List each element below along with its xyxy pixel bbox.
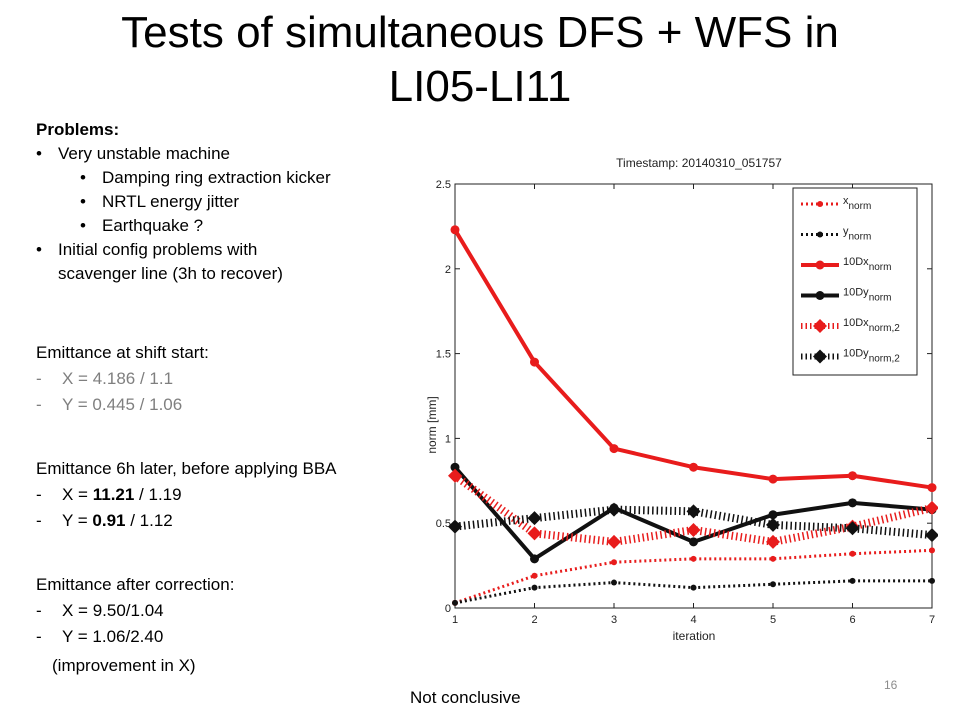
- data-point: [815, 260, 825, 270]
- data-point: [530, 357, 539, 367]
- data-point: [689, 462, 698, 472]
- y-tick-label: 1: [445, 433, 451, 445]
- problems-section: Problems: Very unstable machine Damping …: [36, 118, 416, 286]
- x-tick-label: 3: [611, 614, 617, 626]
- data-point: [686, 504, 701, 519]
- emittance-later-block: Emittance 6h later, before applying BBA …: [36, 456, 337, 534]
- data-point: [531, 584, 538, 591]
- legend-label: ynorm: [843, 226, 871, 243]
- data-point: [690, 584, 697, 591]
- x-tick-label: 1: [452, 614, 458, 626]
- emittance-after-note: (improvement in X): [52, 656, 196, 675]
- y-tick-label: 0.5: [436, 518, 451, 530]
- data-point: [813, 349, 827, 364]
- legend-box: [792, 187, 918, 376]
- problem-item: Very unstable machine: [36, 142, 416, 166]
- data-point: [813, 319, 827, 333]
- data-point: [925, 528, 938, 543]
- title-line-1: Tests of simultaneous DFS + WFS in: [121, 8, 839, 57]
- data-point: [690, 555, 697, 562]
- x-tick-label: 4: [690, 614, 696, 626]
- data-point: [768, 510, 778, 520]
- data-point: [611, 579, 617, 586]
- problem-item-line: Initial config problems with: [58, 240, 258, 259]
- data-point: [766, 534, 780, 549]
- x-tick-label: 5: [770, 614, 776, 626]
- data-point: [768, 474, 778, 484]
- conclusion-text: Not conclusive: [410, 688, 521, 707]
- emittance-after-y: -Y = 1.06/2.40: [36, 627, 164, 646]
- data-point: [925, 500, 938, 515]
- data-point: [607, 502, 621, 517]
- data-point: [848, 471, 857, 481]
- x-tick-label: 2: [531, 614, 537, 626]
- data-point: [849, 550, 856, 557]
- data-point: [770, 581, 776, 588]
- problem-item-line: scavenger line (3h to recover): [58, 264, 283, 283]
- data-point: [530, 554, 539, 564]
- emittance-after-x: -X = 9.50/1.04: [36, 601, 164, 620]
- data-point: [450, 462, 460, 472]
- data-point: [689, 537, 698, 547]
- emittance-start-y: -Y = 0.445 / 1.06: [36, 395, 183, 414]
- emittance-later-x: -X = 11.21 / 1.19: [36, 485, 182, 504]
- problem-subitem: Earthquake ?: [36, 214, 416, 238]
- data-point: [848, 498, 857, 508]
- emittance-later-y: -Y = 0.91 / 1.12: [36, 511, 173, 530]
- problem-item: Initial config problems with scavenger l…: [36, 238, 416, 286]
- norm-vs-iteration-chart: Timestamp: 20140310_051757 norm [mm] ite…: [425, 156, 938, 643]
- data-point: [929, 577, 935, 584]
- data-point: [448, 468, 462, 483]
- legend-label: 10Dynorm,2: [843, 348, 900, 365]
- data-point: [766, 517, 780, 532]
- legend-label: 10Dxnorm,2: [843, 317, 900, 334]
- problems-list: Very unstable machine Damping ring extra…: [36, 142, 416, 286]
- data-point: [448, 519, 462, 534]
- data-point: [817, 231, 823, 238]
- y-tick-label: 0: [445, 603, 451, 615]
- problem-subitem: Damping ring extraction kicker: [36, 166, 416, 190]
- problems-heading: Problems:: [36, 120, 120, 139]
- data-point: [929, 547, 935, 554]
- emittance-after-block: Emittance after correction: -X = 9.50/1.…: [36, 572, 234, 650]
- data-point: [815, 291, 825, 300]
- data-point: [686, 522, 701, 537]
- y-tick-label: 1.5: [436, 349, 451, 361]
- x-tick-label: 7: [929, 614, 935, 626]
- emittance-start-block: Emittance at shift start: -X = 4.186 / 1…: [36, 340, 209, 418]
- data-point: [450, 225, 460, 235]
- data-point: [452, 599, 458, 606]
- data-point: [817, 201, 823, 207]
- legend-label: 10Dynorm: [843, 287, 891, 304]
- emittance-start-heading: Emittance at shift start:: [36, 343, 209, 362]
- legend-label: xnorm: [843, 195, 871, 212]
- y-tick-label: 2: [445, 264, 451, 276]
- data-point: [845, 521, 860, 536]
- slide-title: Tests of simultaneous DFS + WFS in LI05-…: [0, 6, 960, 114]
- x-tick-label: 6: [849, 614, 855, 626]
- y-axis-label: norm [mm]: [425, 396, 439, 453]
- data-point: [531, 572, 538, 579]
- chart-legend: xnorm ynorm 10Dxnorm 10Dynorm 10Dxnorm,2 10Dy…: [792, 187, 918, 376]
- data-point: [849, 577, 856, 584]
- data-point: [527, 526, 542, 541]
- legend-label: 10Dxnorm: [843, 256, 891, 273]
- emittance-start-x: -X = 4.186 / 1.1: [36, 369, 174, 388]
- data-point: [609, 444, 619, 454]
- data-point: [611, 559, 617, 566]
- x-axis-label: iteration: [673, 629, 716, 643]
- data-point: [527, 511, 542, 526]
- data-point: [770, 555, 776, 562]
- emittance-later-heading: Emittance 6h later, before applying BBA: [36, 459, 337, 478]
- data-point: [927, 483, 937, 493]
- emittance-after-heading: Emittance after correction:: [36, 575, 235, 594]
- page-number: 16: [884, 678, 898, 692]
- y-tick-label: 2.5: [436, 179, 451, 191]
- data-point: [607, 534, 621, 549]
- title-line-2: LI05-LI11: [388, 62, 572, 111]
- chart-title: Timestamp: 20140310_051757: [616, 156, 782, 170]
- problem-subitem: NRTL energy jitter: [36, 190, 416, 214]
